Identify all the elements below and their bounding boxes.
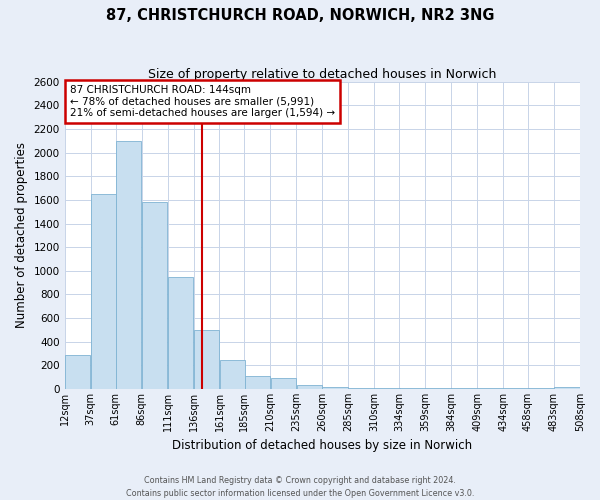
- Bar: [374, 388, 400, 389]
- Bar: [271, 378, 296, 389]
- Bar: [142, 202, 167, 389]
- Bar: [322, 386, 348, 389]
- Bar: [425, 388, 451, 389]
- Bar: [116, 141, 142, 389]
- Bar: [167, 276, 193, 389]
- Bar: [503, 388, 529, 389]
- X-axis label: Distribution of detached houses by size in Norwich: Distribution of detached houses by size …: [172, 440, 472, 452]
- Bar: [194, 330, 220, 389]
- Text: 87, CHRISTCHURCH ROAD, NORWICH, NR2 3NG: 87, CHRISTCHURCH ROAD, NORWICH, NR2 3NG: [106, 8, 494, 22]
- Bar: [65, 354, 91, 389]
- Bar: [477, 388, 503, 389]
- Y-axis label: Number of detached properties: Number of detached properties: [15, 142, 28, 328]
- Bar: [296, 385, 322, 389]
- Text: 87 CHRISTCHURCH ROAD: 144sqm
← 78% of detached houses are smaller (5,991)
21% of: 87 CHRISTCHURCH ROAD: 144sqm ← 78% of de…: [70, 84, 335, 118]
- Bar: [451, 388, 477, 389]
- Title: Size of property relative to detached houses in Norwich: Size of property relative to detached ho…: [148, 68, 497, 80]
- Bar: [349, 388, 374, 389]
- Bar: [91, 194, 116, 389]
- Bar: [528, 388, 554, 389]
- Bar: [554, 386, 580, 389]
- Bar: [245, 376, 270, 389]
- Bar: [220, 360, 245, 389]
- Bar: [400, 388, 425, 389]
- Text: Contains HM Land Registry data © Crown copyright and database right 2024.
Contai: Contains HM Land Registry data © Crown c…: [126, 476, 474, 498]
